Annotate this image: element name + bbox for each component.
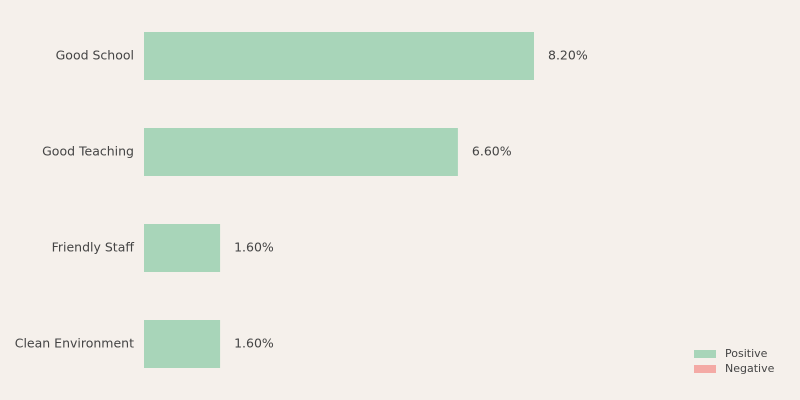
- legend-label: Negative: [725, 362, 775, 375]
- value-label: 1.60%: [234, 336, 274, 351]
- y-tick-label: Good Teaching: [42, 144, 134, 159]
- value-label: 1.60%: [234, 240, 274, 255]
- value-label: 8.20%: [548, 48, 588, 63]
- y-tick-label: Good School: [56, 48, 134, 63]
- bar: [144, 320, 221, 368]
- y-tick-label: Friendly Staff: [52, 240, 135, 255]
- legend-label: Positive: [725, 347, 768, 360]
- value-label: 6.60%: [472, 144, 512, 159]
- legend-swatch: [694, 365, 716, 373]
- bar: [144, 224, 221, 272]
- bar: [144, 128, 458, 176]
- bar: [144, 32, 534, 80]
- legend-swatch: [694, 350, 716, 358]
- y-tick-label: Clean Environment: [15, 336, 134, 351]
